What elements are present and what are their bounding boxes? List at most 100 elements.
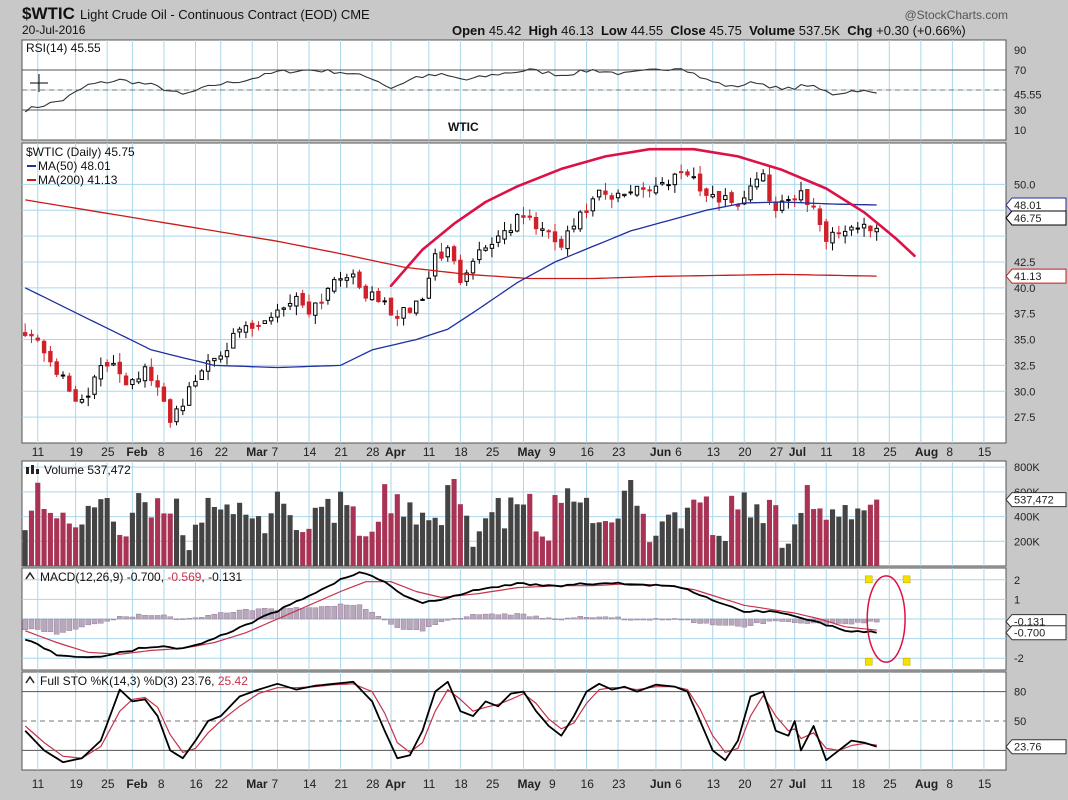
overlay-title: WTIC <box>448 120 479 134</box>
price-marker-value: 41.13 <box>1014 271 1042 283</box>
macd-histogram-bar <box>363 609 369 620</box>
macd-histogram-bar <box>848 618 855 625</box>
volume-bar <box>54 518 60 566</box>
volume-bar <box>293 530 299 566</box>
selection-handle <box>864 575 873 584</box>
volume-bar <box>785 543 791 566</box>
macd-histogram-bar <box>527 616 533 620</box>
price-candle-body <box>149 366 154 382</box>
macd-histogram-bar <box>243 608 249 620</box>
price-candle-body <box>325 287 331 301</box>
price-candle-body <box>231 332 236 349</box>
price-candle-body <box>855 227 860 230</box>
price-candle-body <box>79 398 85 403</box>
price-candle-body <box>401 307 406 319</box>
macd-histogram-bar <box>785 618 792 622</box>
volume-bar <box>262 533 268 566</box>
volume-bar <box>577 502 583 566</box>
price-candle-body <box>445 247 450 258</box>
price-candle-body <box>691 176 696 179</box>
price-ytick-label: 35.0 <box>1014 335 1035 347</box>
macd-histogram-bar <box>552 618 558 620</box>
macd-histogram-bar <box>180 618 186 620</box>
volume-bar <box>558 502 564 566</box>
symbol-description: Light Crude Oil - Continuous Contract (E… <box>80 7 370 22</box>
x-axis-label-bottom: 16 <box>189 777 203 791</box>
price-candle-body <box>432 253 438 277</box>
macd-histogram-bar <box>861 618 867 624</box>
volume-bar <box>41 508 47 566</box>
macd-histogram-bar <box>249 610 255 620</box>
macd-histogram-bar <box>224 612 230 620</box>
price-candle-body <box>451 246 457 262</box>
sto-title: Full STO %K(14,3) %D(3) 23.76, 25.42 <box>40 674 248 688</box>
volume-bar <box>501 528 508 566</box>
x-axis-label: 9 <box>549 445 556 459</box>
x-axis-label-bottom: 20 <box>738 777 752 791</box>
price-ytick-label: 27.5 <box>1014 412 1035 424</box>
price-candle-body <box>760 173 766 182</box>
macd-histogram-bar <box>583 617 590 620</box>
price-candle-body <box>193 380 198 387</box>
price-candle-body <box>29 333 34 337</box>
legend-label: MA(50) 48.01 <box>38 159 111 173</box>
price-candle-body <box>376 290 381 303</box>
x-axis-label-bottom: 27 <box>770 777 784 791</box>
macd-histogram-bar <box>104 618 110 622</box>
x-axis-label-bottom: 8 <box>946 777 953 791</box>
price-candle-body <box>678 171 684 174</box>
macd-histogram-bar <box>230 612 237 620</box>
price-candle-body <box>489 243 495 249</box>
macd-histogram-bar <box>388 618 394 625</box>
volume-bar <box>470 546 476 566</box>
macd-histogram-bar <box>394 618 401 628</box>
x-axis-label: 27 <box>770 445 784 459</box>
volume-bar <box>281 503 287 566</box>
close-value: 45.75 <box>709 23 742 38</box>
price-ytick-label: 37.5 <box>1014 309 1035 321</box>
price-candle-body <box>357 271 362 288</box>
macd-histogram-bar <box>451 618 457 620</box>
price-candle-body <box>622 193 627 197</box>
price-candle-body <box>773 201 778 212</box>
volume-bar <box>161 513 167 566</box>
volume-bar <box>312 507 318 566</box>
volume-bar <box>243 514 249 566</box>
macd-histogram-bar <box>646 618 653 621</box>
selection-handle <box>902 657 911 666</box>
chart-date: 20-Jul-2016 <box>22 23 86 37</box>
x-axis-label: Aug <box>915 445 938 459</box>
volume-bar <box>527 493 533 566</box>
open-label: Open <box>452 23 486 38</box>
price-candle-body <box>332 279 337 292</box>
macd-icon <box>25 571 35 580</box>
volume-bar <box>300 532 306 566</box>
macd-histogram-bar <box>142 615 148 620</box>
macd-histogram-bar <box>533 615 539 620</box>
volume-bar <box>722 541 728 566</box>
volume-bar <box>344 505 350 566</box>
price-candle-body <box>464 272 469 282</box>
price-candle-body <box>275 309 280 318</box>
macd-histogram-bar <box>407 618 413 630</box>
volume-bar <box>375 521 381 566</box>
volume-bar <box>325 498 331 566</box>
price-candle-body <box>502 230 507 240</box>
price-candle-body <box>660 181 665 185</box>
x-axis-label: 15 <box>978 445 992 459</box>
price-candle-body <box>161 386 167 402</box>
volume-bar <box>306 528 312 566</box>
macd-histogram-bar <box>855 618 861 623</box>
macd-histogram-bar <box>66 618 73 631</box>
volume-bar <box>729 495 735 566</box>
vol-panel <box>21 460 1007 567</box>
macd-histogram-bar <box>161 614 167 620</box>
volume-value: 537.5K <box>798 23 840 38</box>
price-candle-body <box>704 188 709 196</box>
macd-histogram-bar <box>470 614 476 620</box>
exchange-text: CME <box>340 7 370 22</box>
volume-bar <box>356 535 363 566</box>
price-candle-body <box>836 232 842 235</box>
selection-handle <box>902 575 911 584</box>
volume-bar <box>104 497 110 566</box>
